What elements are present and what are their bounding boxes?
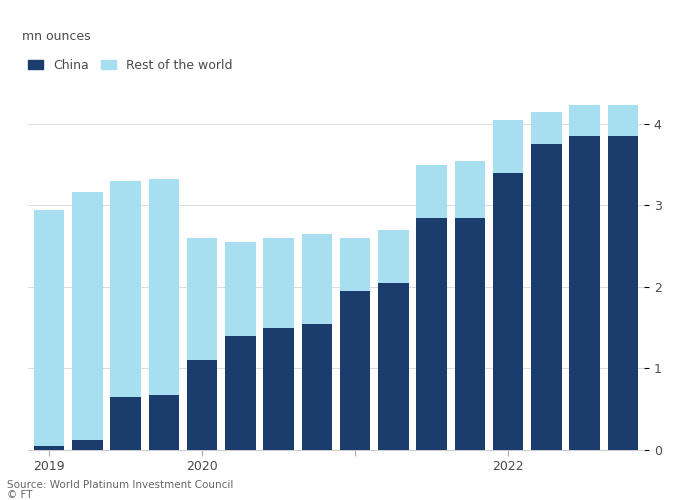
Bar (454, 218, 485, 450)
Bar (493, 173, 524, 450)
Bar (531, 144, 561, 450)
Bar (72, 440, 103, 450)
Bar (263, 328, 294, 450)
Bar (454, 160, 485, 218)
Bar (263, 238, 294, 328)
Bar (378, 230, 409, 283)
Bar (302, 234, 332, 324)
Bar (148, 178, 179, 394)
Text: Source: World Platinum Investment Council: Source: World Platinum Investment Counci… (7, 480, 233, 490)
Bar (34, 210, 64, 446)
Bar (608, 136, 638, 450)
Bar (111, 181, 141, 397)
Bar (569, 105, 600, 136)
Bar (148, 394, 179, 450)
Bar (378, 283, 409, 450)
Text: mn ounces: mn ounces (22, 30, 90, 43)
Bar (340, 238, 370, 291)
Text: © FT: © FT (7, 490, 32, 500)
Bar (34, 446, 64, 450)
Bar (608, 105, 638, 136)
Bar (187, 238, 218, 360)
Bar (111, 397, 141, 450)
Bar (416, 164, 447, 218)
Bar (302, 324, 332, 450)
Bar (531, 112, 561, 144)
Bar (493, 120, 524, 173)
Bar (225, 242, 256, 336)
Bar (72, 192, 103, 440)
Bar (340, 291, 370, 450)
Bar (416, 218, 447, 450)
Bar (225, 336, 256, 450)
Legend: China, Rest of the world: China, Rest of the world (28, 58, 233, 71)
Bar (569, 136, 600, 450)
Bar (187, 360, 218, 450)
